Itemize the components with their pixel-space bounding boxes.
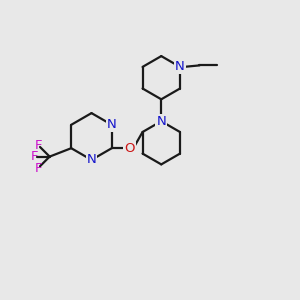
Text: O: O	[124, 142, 135, 155]
Text: N: N	[87, 153, 96, 167]
Text: N: N	[107, 118, 117, 131]
Text: N: N	[175, 60, 185, 74]
Text: N: N	[156, 115, 166, 128]
Text: F: F	[34, 139, 42, 152]
Text: F: F	[31, 150, 38, 163]
Text: F: F	[34, 161, 42, 175]
